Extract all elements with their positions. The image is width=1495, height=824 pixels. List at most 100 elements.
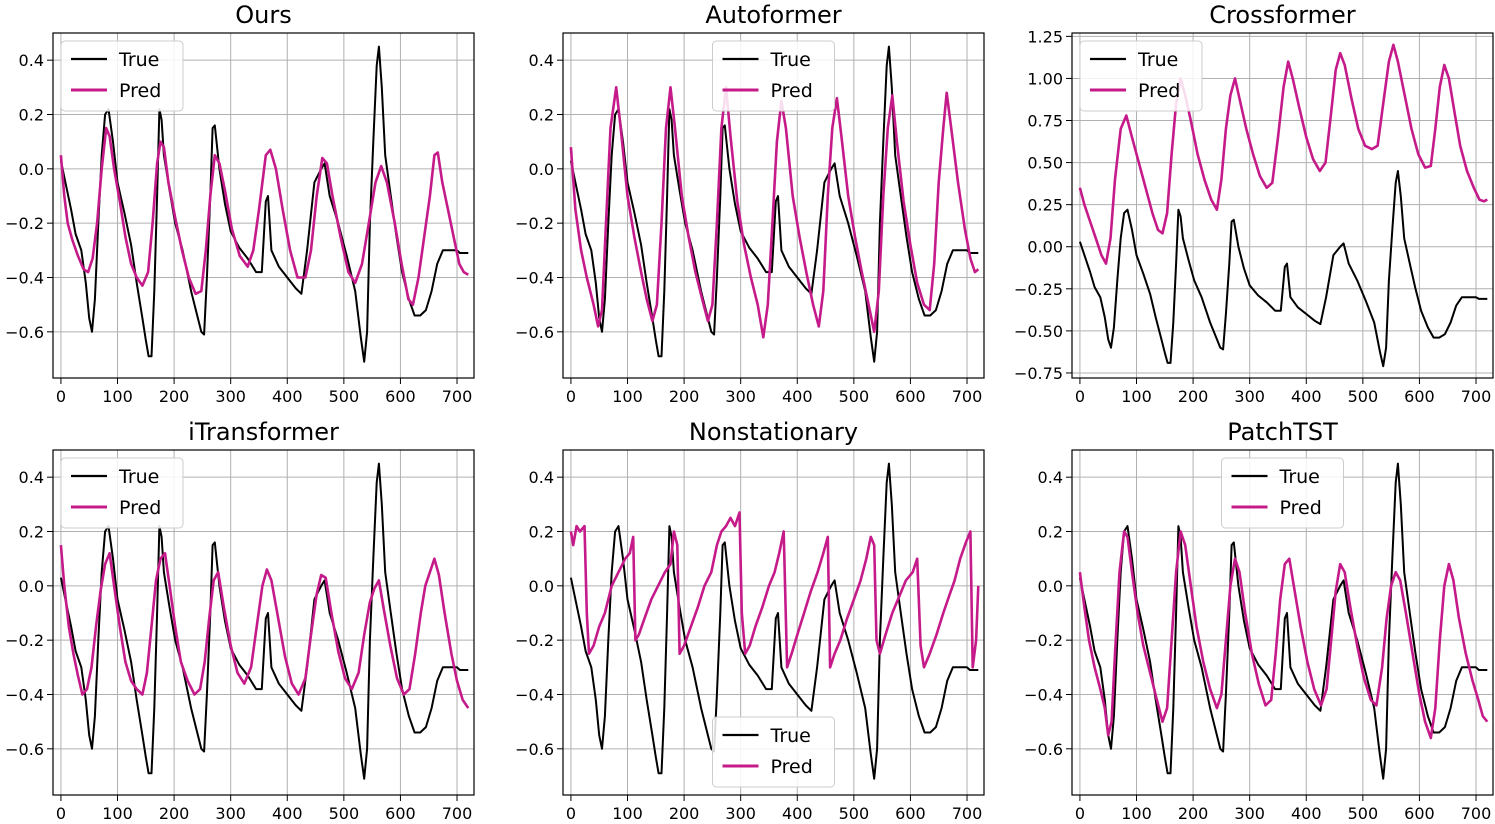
x-tick-label: 500 — [839, 387, 870, 406]
series-line-pred — [1078, 43, 1488, 265]
legend-label-true: True — [1137, 49, 1178, 71]
legend: True Pred — [1221, 457, 1344, 529]
legend-label-pred: Pred — [119, 80, 161, 102]
x-tick-label: 100 — [612, 804, 643, 823]
x-tick-label: 0 — [1075, 804, 1085, 823]
x-tick-label: 600 — [385, 804, 416, 823]
series-line-true — [1078, 170, 1488, 368]
axes-frame — [1071, 32, 1494, 379]
y-tick-label: −0.50 — [1014, 322, 1063, 341]
y-tick-label: 0.2 — [1038, 522, 1063, 541]
y-tick-label: −0.4 — [515, 685, 554, 704]
y-tick-label: −0.6 — [5, 323, 44, 342]
x-tick-label: 300 — [725, 387, 756, 406]
x-tick-label: 0 — [566, 804, 576, 823]
axes-frame — [52, 32, 475, 379]
y-tick-label: 0.25 — [1027, 196, 1063, 215]
chart-title: Autoformer — [705, 1, 841, 29]
x-tick-label: 200 — [159, 387, 190, 406]
x-tick-label: 200 — [159, 804, 190, 823]
y-tick-label: 0.4 — [1038, 468, 1063, 487]
x-tick-label: 400 — [1291, 387, 1322, 406]
y-tick-label: −0.6 — [5, 740, 44, 759]
x-tick-label: 500 — [1348, 387, 1379, 406]
series-line-pred — [59, 544, 470, 709]
x-tick-label: 100 — [102, 804, 133, 823]
x-tick-label: 500 — [329, 804, 360, 823]
axes-frame — [52, 449, 475, 796]
series-line-true — [59, 462, 469, 780]
legend-label-true: True — [1279, 466, 1320, 488]
panel-ours: Ours 0 100 200 300 400 500 600 700 −0.6 −0.4 −0.2 0… — [5, 1, 475, 406]
x-tick-label: 400 — [1291, 804, 1322, 823]
y-tick-label: −0.25 — [1014, 280, 1063, 299]
x-tick-label: 600 — [1404, 804, 1435, 823]
x-tick-label: 100 — [612, 387, 643, 406]
legend-label-pred: Pred — [771, 756, 813, 778]
x-tick-label: 300 — [725, 804, 756, 823]
x-tick-label: 700 — [1461, 387, 1492, 406]
y-tick-label: 1.25 — [1027, 27, 1063, 46]
y-tick-label: 0.0 — [529, 160, 554, 179]
x-tick-label: 300 — [215, 387, 246, 406]
y-tick-label: −0.2 — [515, 631, 554, 650]
series-line-true — [569, 462, 979, 780]
y-tick-label: 0.0 — [529, 577, 554, 596]
x-tick-label: 300 — [1234, 387, 1265, 406]
y-tick-label: −0.2 — [515, 214, 554, 233]
legend-label-pred: Pred — [1280, 497, 1322, 519]
y-tick-label: 0.75 — [1027, 112, 1063, 131]
x-tick-label: 300 — [1234, 804, 1265, 823]
y-tick-label: 0.0 — [1038, 577, 1063, 596]
legend-label-true: True — [118, 466, 159, 488]
y-tick-label: −0.2 — [1024, 631, 1063, 650]
series-line-pred — [1078, 530, 1489, 740]
x-tick-label: 200 — [669, 387, 700, 406]
panel-patchtst: PatchTST 0 100 200 300 400 500 600 700 −0.6 −0.4 −… — [1024, 418, 1494, 823]
legend: True Pred — [60, 457, 184, 529]
x-tick-label: 700 — [952, 804, 983, 823]
x-tick-label: 600 — [385, 387, 416, 406]
y-tick-label: −0.4 — [5, 685, 44, 704]
x-tick-label: 100 — [102, 387, 133, 406]
y-tick-label: 0.0 — [19, 160, 44, 179]
y-tick-label: 0.2 — [19, 522, 44, 541]
y-tick-label: 0.4 — [19, 468, 44, 487]
x-tick-label: 600 — [895, 804, 926, 823]
legend: True Pred — [712, 40, 835, 112]
x-tick-label: 600 — [1404, 387, 1435, 406]
x-tick-label: 200 — [669, 804, 700, 823]
panel-nonstationary: Nonstationary 0 100 200 300 400 500 600 700 −0.6… — [515, 418, 985, 823]
x-tick-label: 500 — [839, 804, 870, 823]
axes-frame — [562, 449, 985, 796]
chart-title: Crossformer — [1209, 1, 1356, 29]
x-tick-label: 100 — [1121, 804, 1152, 823]
x-tick-label: 400 — [272, 804, 303, 823]
y-tick-label: 0.4 — [19, 51, 44, 70]
y-tick-label: −0.75 — [1014, 364, 1063, 383]
y-tick-label: −0.2 — [5, 631, 44, 650]
x-tick-label: 100 — [1121, 387, 1152, 406]
x-tick-label: 400 — [272, 387, 303, 406]
series-line-pred — [569, 86, 980, 339]
legend-label-pred: Pred — [771, 80, 813, 102]
x-tick-label: 200 — [1178, 804, 1209, 823]
y-tick-label: 0.4 — [529, 51, 554, 70]
x-tick-label: 0 — [566, 387, 576, 406]
y-tick-label: −0.4 — [5, 268, 44, 287]
x-tick-label: 700 — [442, 804, 473, 823]
y-tick-label: 1.00 — [1027, 69, 1063, 88]
chart-title: Ours — [235, 1, 291, 29]
legend-label-true: True — [770, 49, 811, 71]
x-tick-label: 700 — [952, 387, 983, 406]
y-tick-label: 0.00 — [1027, 238, 1063, 257]
series-line-pred — [59, 126, 469, 306]
y-tick-label: 0.50 — [1027, 154, 1063, 173]
legend: True Pred — [1079, 40, 1203, 112]
panel-autoformer: Autoformer 0 100 200 300 400 500 600 700 −0.6 −0.… — [515, 1, 985, 406]
y-tick-label: 0.2 — [19, 105, 44, 124]
series-line-pred — [569, 511, 980, 669]
y-tick-label: 0.0 — [19, 577, 44, 596]
legend-label-pred: Pred — [1138, 80, 1180, 102]
